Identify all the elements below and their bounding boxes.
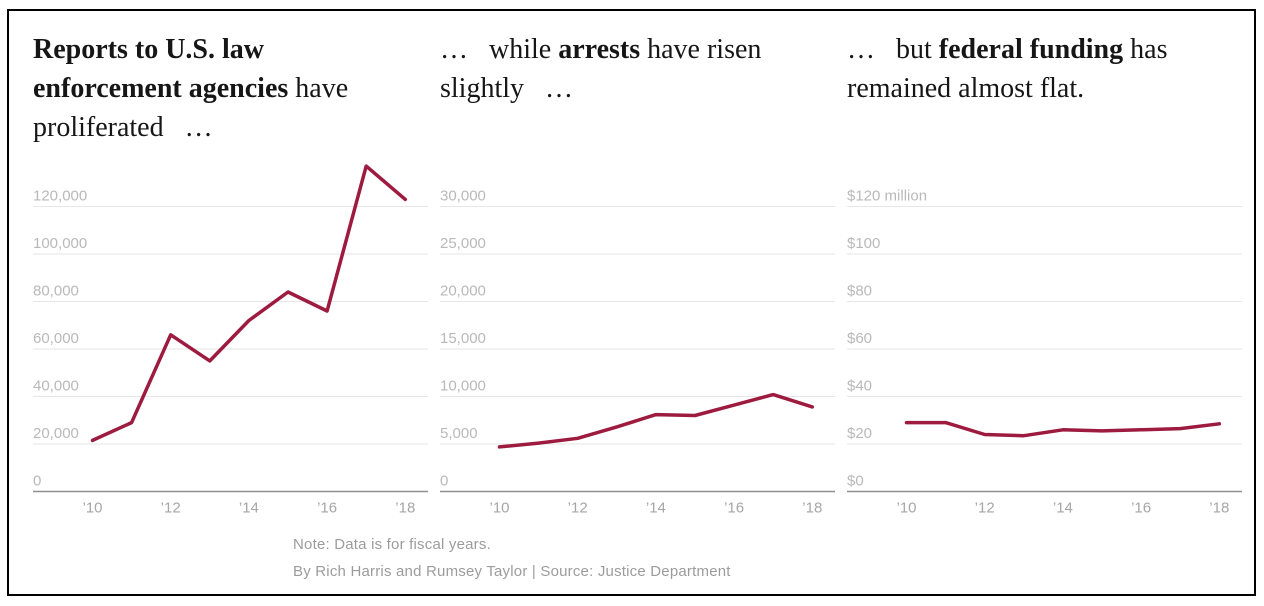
- svg-text:’14: ’14: [646, 500, 666, 517]
- svg-text:’10: ’10: [896, 500, 916, 517]
- reports-line-chart: 0 20,000 40,000 60,000 80,000 100,000 120,000 ’…: [33, 164, 428, 517]
- funding-line-chart: $0$20$40$60$80$100$120 million’10’12’14’…: [847, 188, 1242, 517]
- data-line: [90, 164, 408, 443]
- chart-title-reports: Reports to U.S. law enforcement agencies …: [33, 30, 348, 147]
- svg-text:’18: ’18: [1209, 500, 1229, 517]
- svg-text:0: 0: [440, 473, 448, 490]
- svg-text:20,000: 20,000: [33, 425, 79, 442]
- x-axis-labels: ’10 ’12 ’14 ’16 ’18: [896, 500, 1229, 517]
- x-axis-labels: ’10 ’12 ’14 ’16 ’18: [82, 500, 415, 517]
- x-axis-labels: ’10 ’12 ’14 ’16 ’18: [489, 500, 822, 517]
- svg-text:$0: $0: [847, 473, 864, 490]
- svg-text:$100: $100: [847, 235, 880, 252]
- chart-reports: Reports to U.S. law enforcement agencies …: [33, 0, 428, 560]
- svg-text:40,000: 40,000: [33, 378, 79, 395]
- chart-title-funding: … but federal funding has remained almost…: [847, 30, 1167, 108]
- svg-text:’16: ’16: [317, 500, 337, 517]
- y-axis-labels: 0 5,000 10,000 15,000 20,000 25,000 30,000: [440, 188, 486, 490]
- svg-text:0: 0: [33, 473, 41, 490]
- svg-text:80,000: 80,000: [33, 283, 79, 300]
- svg-text:’16: ’16: [724, 500, 744, 517]
- svg-text:5,000: 5,000: [440, 425, 478, 442]
- title-line: proliferated …: [33, 112, 213, 143]
- chart-arrests: … while arrests have risen slightly … 0 5,…: [440, 0, 835, 560]
- svg-text:’10: ’10: [489, 500, 509, 517]
- svg-text:$80: $80: [847, 283, 872, 300]
- svg-text:60,000: 60,000: [33, 330, 79, 347]
- title-line: … while arrests have risen: [440, 34, 762, 65]
- byline-source-text: By Rich Harris and Rumsey Taylor | Sourc…: [293, 563, 731, 580]
- y-axis-labels: 0 20,000 40,000 60,000 80,000 100,000 120,000: [33, 188, 87, 490]
- arrests-line-chart: 05,00010,00015,00020,00025,00030,000’10’…: [440, 188, 835, 517]
- svg-text:’12: ’12: [568, 500, 588, 517]
- svg-text:’10: ’10: [82, 500, 102, 517]
- title-line: enforcement agencies have: [33, 73, 349, 104]
- svg-text:$40: $40: [847, 378, 872, 395]
- title-line: … but federal funding has: [847, 34, 1168, 65]
- title-line: slightly …: [440, 73, 574, 104]
- svg-text:’14: ’14: [1053, 500, 1073, 517]
- svg-text:$20: $20: [847, 425, 872, 442]
- chart-funding: … but federal funding has remained almost…: [847, 0, 1242, 560]
- svg-text:’18: ’18: [802, 500, 822, 517]
- note-text: Note: Data is for fiscal years.: [293, 536, 491, 553]
- svg-text:120,000: 120,000: [33, 188, 87, 205]
- svg-text:’18: ’18: [395, 500, 415, 517]
- gridlines: [847, 206, 1242, 493]
- data-line: [497, 392, 815, 449]
- title-line: Reports to U.S. law: [33, 34, 264, 65]
- svg-text:’12: ’12: [975, 500, 995, 517]
- svg-text:’12: ’12: [161, 500, 181, 517]
- svg-text:’16: ’16: [1131, 500, 1151, 517]
- svg-text:’14: ’14: [239, 500, 259, 517]
- footer: Note: Data is for fiscal years. By Rich …: [293, 531, 731, 585]
- svg-text:25,000: 25,000: [440, 235, 486, 252]
- svg-text:$120 million: $120 million: [847, 188, 927, 205]
- svg-text:20,000: 20,000: [440, 283, 486, 300]
- data-line: [904, 420, 1222, 438]
- chart-title-arrests: … while arrests have risen slightly …: [440, 30, 761, 108]
- y-axis-labels: $0 $20 $40 $60 $80 $100 $120 million: [847, 188, 927, 490]
- svg-text:10,000: 10,000: [440, 378, 486, 395]
- gridlines: [33, 206, 428, 493]
- svg-text:30,000: 30,000: [440, 188, 486, 205]
- svg-text:$60: $60: [847, 330, 872, 347]
- gridlines: [440, 206, 835, 493]
- svg-text:100,000: 100,000: [33, 235, 87, 252]
- svg-text:15,000: 15,000: [440, 330, 486, 347]
- title-line: remained almost flat.: [847, 73, 1085, 104]
